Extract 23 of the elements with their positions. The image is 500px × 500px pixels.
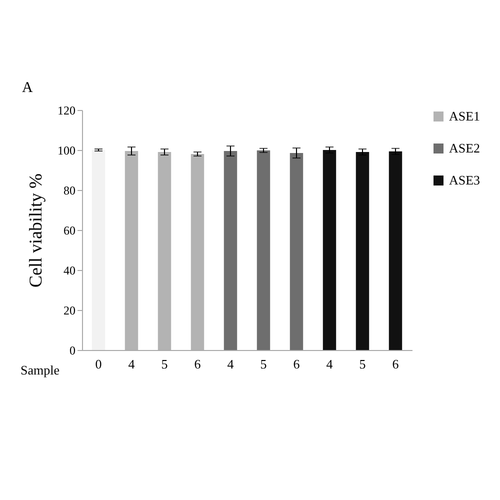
x-tick-label: 0: [95, 356, 102, 372]
y-tick-label: 100: [58, 144, 76, 158]
x-tick-label: 5: [359, 356, 366, 372]
y-tick-label: 120: [58, 104, 76, 118]
x-tick-label: 6: [293, 356, 300, 372]
y-tick-label: 0: [70, 344, 76, 358]
y-tick-label: 40: [64, 264, 76, 278]
y-tick-label: 80: [64, 184, 76, 198]
x-tick-label: 5: [260, 356, 267, 372]
y-axis-title: Cell viability %: [26, 174, 46, 288]
legend-label: ASE1: [449, 108, 480, 124]
x-tick-label: 6: [392, 356, 400, 372]
legend-label: ASE2: [449, 140, 480, 156]
x-tick-label: 4: [227, 356, 234, 372]
x-tick-label: 4: [128, 356, 136, 372]
y-tick-label: 60: [64, 224, 76, 238]
x-tick-label: 5: [161, 356, 168, 372]
legend-label: ASE3: [449, 172, 480, 188]
x-tick-label: 4: [326, 356, 334, 372]
text: A: [22, 80, 33, 96]
y-tick-label: 20: [64, 304, 76, 318]
x-tick-label: 6: [194, 356, 202, 372]
x-axis-title: Sample: [20, 362, 60, 378]
